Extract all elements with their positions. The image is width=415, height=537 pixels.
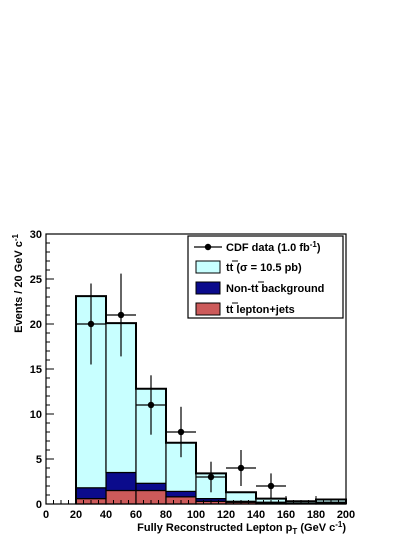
data-point (177, 428, 185, 436)
y-tick-label: 0 (36, 499, 42, 511)
data-point (267, 482, 275, 490)
x-axis-title: Fully Reconstructed Lepton pT (GeV c-1) (137, 520, 346, 536)
legend-ttbar-label: tt (σ = 10.5 pb) (226, 262, 302, 274)
y-tick-label: 30 (30, 229, 42, 241)
bar-ttbar (225, 491, 257, 502)
x-tick-label: 140 (247, 509, 265, 521)
legend-ttbar-swatch (195, 260, 221, 274)
x-tick-label: 60 (130, 509, 142, 521)
y-tick-label: 20 (30, 319, 42, 331)
data-point (237, 464, 245, 472)
data-point (207, 473, 215, 481)
bar-nontt (165, 490, 197, 498)
x-tick-label: 160 (277, 509, 295, 521)
legend-data-marker (204, 243, 212, 251)
x-tick-label: 200 (337, 509, 355, 521)
legend-lepjets-label: tt lepton+jets (226, 304, 295, 316)
y-tick-label: 15 (30, 364, 42, 376)
x-tick-label: 40 (100, 509, 112, 521)
y-axis-title: Events / 20 GeV c-1 (11, 233, 25, 332)
bar-nontt (105, 471, 137, 492)
data-point (117, 311, 125, 319)
x-tick-label: 100 (187, 509, 205, 521)
y-tick-label: 5 (36, 454, 42, 466)
data-point (147, 401, 155, 409)
legend-data-label: CDF data (1.0 fb-1) (226, 240, 321, 254)
x-tick-label: 80 (160, 509, 172, 521)
x-tick-label: 0 (43, 509, 49, 521)
y-tick-label: 10 (30, 409, 42, 421)
legend-nontt-label: Non-tt background (226, 283, 324, 295)
plot-area: 0 20 40 60 80 100 120 140 160 180 200 0 5 10 15 20 25 30 F… (11, 229, 355, 536)
legend: CDF data (1.0 fb-1) tt (σ = 10.5 pb) Non-t… (187, 235, 344, 319)
data-point (87, 320, 95, 328)
legend-lepjets-swatch (195, 302, 221, 316)
bar-nontt (135, 482, 167, 492)
bar-nontt (75, 487, 107, 500)
x-tick-label: 20 (70, 509, 82, 521)
x-tick-label: 180 (307, 509, 325, 521)
x-tick-label: 120 (217, 509, 235, 521)
y-tick-label: 25 (30, 274, 42, 286)
legend-nontt-swatch (195, 281, 221, 295)
